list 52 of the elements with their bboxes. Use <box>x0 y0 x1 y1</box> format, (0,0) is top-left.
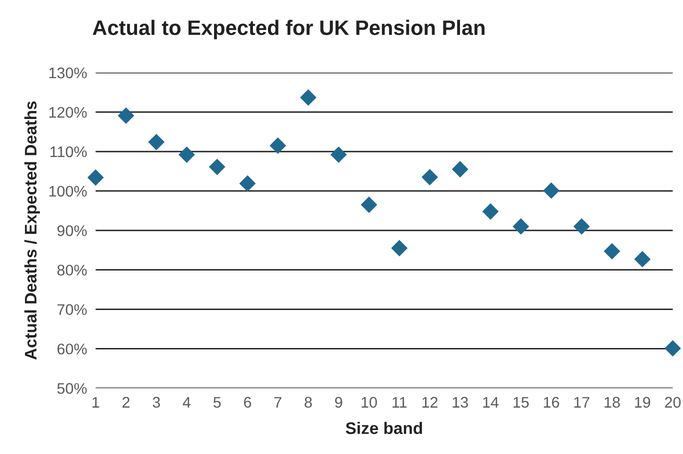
point <box>148 134 165 150</box>
x-tick-label: 4 <box>182 397 191 408</box>
x-tick-label: 20 <box>665 396 681 408</box>
x-tick-label: 8 <box>304 396 312 408</box>
x-tick-label: 1 <box>92 397 100 408</box>
y-tick-label: 110% <box>50 146 87 158</box>
x-tick-label: 5 <box>213 397 221 408</box>
y-tick-label: 80% <box>57 264 87 276</box>
x-tick-label: 12 <box>422 396 438 408</box>
y-tick-label: 100% <box>49 186 87 197</box>
point <box>604 243 620 260</box>
x-tick-label: 11 <box>392 397 407 408</box>
x-tick-label: 6 <box>244 396 252 408</box>
point <box>87 169 104 186</box>
x-tick-label: 18 <box>604 396 620 408</box>
y-tick-label: 90% <box>57 225 87 236</box>
point <box>452 161 468 178</box>
x-tick-label: 15 <box>514 397 529 408</box>
point <box>239 175 256 192</box>
x-tick-label: 3 <box>152 396 160 408</box>
x-axis-title: Size band <box>346 422 422 434</box>
point <box>270 137 286 154</box>
point <box>664 340 681 357</box>
chart-title: Actual to Expected for UK Pension Plan <box>92 20 484 40</box>
point <box>573 218 590 235</box>
point <box>300 89 316 106</box>
y-tick-label: 50% <box>57 383 87 394</box>
point <box>208 158 226 176</box>
y-tick-label: 130% <box>49 68 87 78</box>
y-axis-title: Actual Deaths / Expected Deaths <box>24 101 40 360</box>
point <box>482 203 499 220</box>
y-tick-label: 120% <box>49 106 87 118</box>
point <box>512 218 530 235</box>
x-tick-label: 19 <box>635 396 650 408</box>
x-tick-label: 17 <box>574 397 590 408</box>
point <box>330 146 347 163</box>
point <box>391 240 408 256</box>
y-tick-label: 70% <box>57 304 87 315</box>
y-tick-label: 60% <box>57 344 87 354</box>
point <box>634 250 651 268</box>
x-tick-label: 7 <box>274 397 282 408</box>
x-tick-label: 13 <box>452 396 468 408</box>
point <box>178 146 195 163</box>
x-tick-label: 14 <box>483 397 499 408</box>
point <box>118 107 134 124</box>
point <box>360 196 378 213</box>
x-tick-label: 16 <box>544 396 560 408</box>
x-tick-label: 9 <box>335 396 342 408</box>
x-tick-label: 10 <box>362 396 377 408</box>
point <box>422 168 438 186</box>
x-tick-label: 2 <box>122 396 130 408</box>
point <box>543 182 560 199</box>
